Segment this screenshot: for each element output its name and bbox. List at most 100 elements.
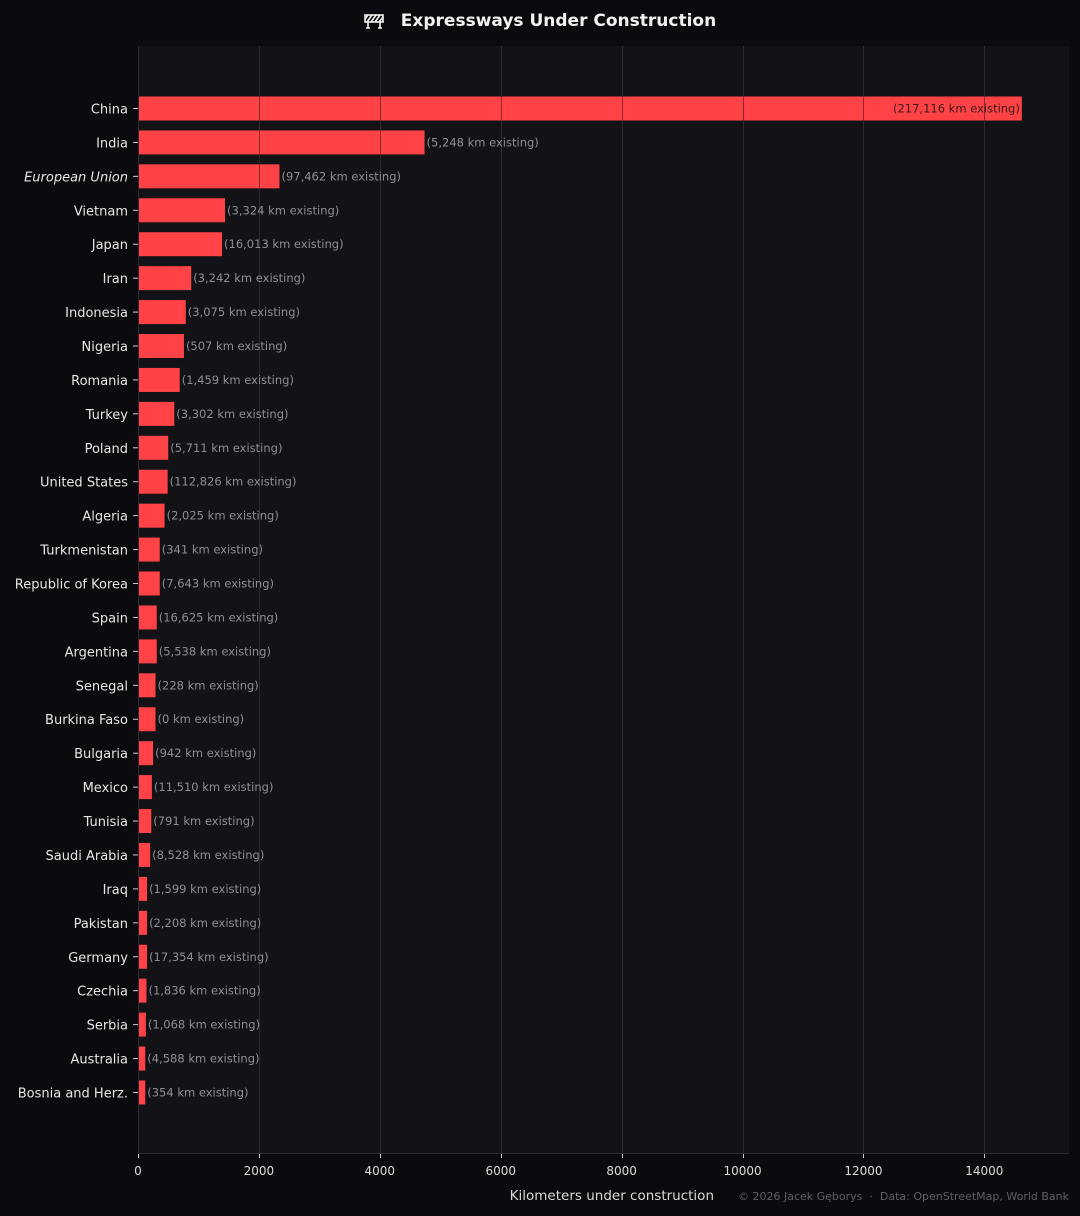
- x-tick-label: 2000: [244, 1164, 275, 1178]
- y-tick-label: Mexico: [83, 781, 128, 796]
- x-tick-label: 10000: [723, 1164, 761, 1178]
- y-tick-label: China: [91, 103, 128, 118]
- data-label: (1,459 km existing): [182, 373, 294, 387]
- y-tick-label: Turkmenistan: [39, 544, 128, 559]
- bar: [139, 537, 160, 562]
- bar: [139, 775, 152, 800]
- x-tick-label: 14000: [965, 1164, 1003, 1178]
- bar: [139, 300, 186, 325]
- y-tick-label: India: [96, 136, 128, 151]
- data-label: (228 km existing): [158, 678, 259, 692]
- x-tick-label: 8000: [606, 1164, 637, 1178]
- y-tick-label: Indonesia: [65, 306, 128, 321]
- data-label: (5,711 km existing): [170, 441, 282, 455]
- data-label: (1,599 km existing): [149, 882, 261, 896]
- bar: [139, 571, 160, 596]
- y-tick-label: Serbia: [87, 1019, 128, 1034]
- data-label: (0 km existing): [158, 712, 245, 726]
- x-ticks: 0 2000 4000 6000 8000 10000 12000 14000: [134, 1153, 1003, 1178]
- data-label: (354 km existing): [147, 1085, 248, 1099]
- chart-title-row: Expressways Under Construction: [0, 6, 1080, 36]
- bar: [139, 707, 156, 732]
- data-label: (3,075 km existing): [188, 305, 300, 319]
- bar: [139, 266, 192, 291]
- chart-title: Expressways Under Construction: [400, 11, 717, 31]
- y-tick-label: Burkina Faso: [45, 713, 128, 728]
- y-tick-label: Bosnia and Herz.: [18, 1086, 128, 1101]
- x-tick-label: 6000: [485, 1164, 516, 1178]
- y-tick-label: United States: [40, 476, 128, 491]
- data-labels: (217,116 km existing) (5,248 km existing)…: [147, 102, 1020, 1100]
- y-tick-label: Spain: [92, 611, 128, 626]
- data-label: (2,208 km existing): [149, 916, 261, 930]
- y-tick-label: Iraq: [103, 883, 128, 898]
- y-tick-label: Australia: [70, 1053, 128, 1068]
- bar: [139, 435, 169, 460]
- data-label: (3,242 km existing): [193, 271, 305, 285]
- y-tick-label: Japan: [91, 238, 128, 253]
- y-tick-label: Czechia: [77, 985, 128, 1000]
- data-label: (942 km existing): [155, 746, 256, 760]
- y-tick-label: Argentina: [65, 645, 128, 660]
- grid-lines-over-bars: [259, 96, 985, 189]
- bar: [139, 978, 147, 1003]
- bar: [139, 232, 223, 257]
- y-tick-label: Nigeria: [81, 340, 128, 355]
- data-label: (97,462 km existing): [281, 169, 401, 183]
- data-label: (791 km existing): [153, 814, 254, 828]
- data-label: (217,116 km existing): [893, 102, 1020, 116]
- bar: [139, 910, 148, 935]
- bar: [139, 96, 1022, 121]
- bar: [139, 639, 157, 664]
- bar: [139, 469, 168, 494]
- bar: [139, 334, 184, 359]
- y-tick-label: Poland: [85, 442, 128, 457]
- y-tick-labels: China India European Union Vietnam Japan Iran…: [15, 103, 138, 1101]
- bar: [139, 401, 175, 426]
- bar: [139, 605, 157, 630]
- y-tick-label: Romania: [71, 374, 128, 389]
- data-label: (1,068 km existing): [148, 1018, 260, 1032]
- bar: [139, 1080, 146, 1105]
- credit-text: © 2026 Jacek Gęborys · Data: OpenStreetM…: [738, 1190, 1070, 1203]
- bar: [139, 164, 280, 189]
- data-label: (1,836 km existing): [148, 984, 260, 998]
- grid-lines: [259, 46, 985, 1153]
- data-label: (2,025 km existing): [167, 509, 279, 523]
- x-tick-label: 0: [134, 1164, 142, 1178]
- y-tick-label: Vietnam: [74, 204, 128, 219]
- bar: [139, 673, 156, 698]
- x-axis-label: Kilometers under construction: [510, 1188, 714, 1204]
- bar: [139, 198, 226, 223]
- bar: [139, 503, 165, 528]
- data-label: (16,013 km existing): [224, 237, 344, 251]
- y-tick-label: Tunisia: [83, 815, 128, 830]
- construction-barrier-icon: [363, 14, 384, 29]
- bar: [139, 367, 180, 392]
- bars: [139, 96, 1022, 1105]
- data-label: (112,826 km existing): [170, 475, 297, 489]
- data-label: (3,302 km existing): [176, 407, 288, 421]
- y-tick-label: Bulgaria: [74, 747, 128, 762]
- data-label: (11,510 km existing): [154, 780, 274, 794]
- data-label: (3,324 km existing): [227, 203, 339, 217]
- bar: [139, 1046, 146, 1071]
- bar: [139, 1012, 146, 1037]
- y-tick-label: Turkey: [85, 408, 129, 423]
- y-tick-label: European Union: [24, 170, 128, 185]
- data-label: (4,588 km existing): [147, 1052, 259, 1066]
- x-tick-label: 4000: [365, 1164, 396, 1178]
- y-tick-label: Senegal: [76, 679, 128, 694]
- y-tick-label: Germany: [68, 951, 128, 966]
- y-tick-label: Pakistan: [74, 917, 128, 932]
- plot-area: [138, 46, 1069, 1153]
- bar: [139, 809, 152, 834]
- data-label: (8,528 km existing): [152, 848, 264, 862]
- data-label: (5,538 km existing): [159, 644, 271, 658]
- bar: [139, 741, 154, 766]
- x-tick-label: 12000: [844, 1164, 882, 1178]
- y-tick-label: Iran: [103, 272, 128, 287]
- bar: [139, 130, 425, 155]
- data-label: (5,248 km existing): [427, 135, 539, 149]
